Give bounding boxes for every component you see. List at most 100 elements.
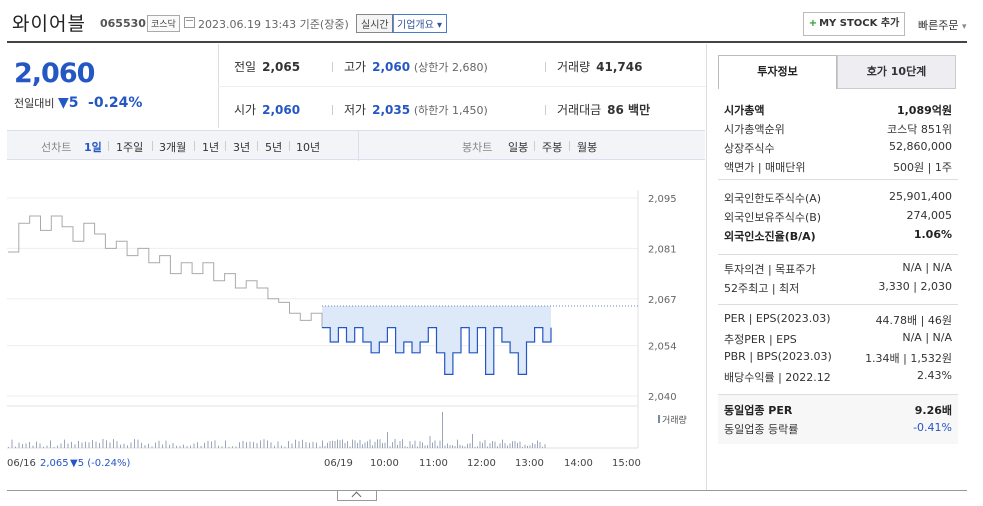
volume-legend-swatch: [658, 415, 660, 423]
y-axis-labels: 2,095 2,081 2,067 2,054 2,040: [648, 194, 677, 403]
volume-bar: [309, 442, 310, 448]
volume-bar: [479, 441, 481, 448]
volume-bar: [295, 439, 296, 448]
period-tab-10y[interactable]: 10년: [296, 141, 321, 154]
volume-bar: [186, 446, 188, 448]
volume-bar: [497, 446, 498, 448]
candle-tab-daily[interactable]: 일봉: [508, 141, 529, 154]
volume-bar: [214, 440, 216, 448]
high-label: 고가: [344, 60, 367, 74]
volume-bar: [464, 446, 466, 448]
chevron-down-icon: ▾: [437, 20, 443, 31]
change-label: 전일대비: [14, 97, 55, 110]
volume-bar: [183, 444, 184, 448]
volume-bar: [218, 445, 219, 448]
tab-underline: [837, 88, 956, 89]
tab-group-divider: [358, 131, 359, 161]
volume-bar: [399, 440, 401, 448]
volume-bar: [542, 446, 543, 448]
volume-bar: [32, 445, 34, 448]
volume-bar: [384, 442, 386, 448]
period-tab-1d[interactable]: 1일: [84, 141, 102, 154]
volume-bar: [172, 442, 174, 448]
tab-separator: [108, 141, 109, 151]
volume-bar: [274, 445, 275, 448]
tab-investment-info[interactable]: 투자정보: [718, 55, 837, 89]
volume-bar: [452, 445, 453, 448]
volume-bar: [239, 442, 240, 448]
current-price: 2,060: [14, 58, 95, 89]
chart-grid: [7, 190, 639, 449]
info-row-label: 투자의견 | 목표주가: [724, 263, 816, 276]
volume-bar: [354, 440, 356, 448]
candle-tab-weekly[interactable]: 주봉: [542, 141, 563, 154]
volume-bar: [372, 445, 373, 448]
legend-prev-date: 06/16: [7, 458, 36, 469]
volume-bar: [532, 442, 533, 448]
volume-bar: [437, 445, 438, 448]
info-section-foreign: 외국인한도주식수(A) 25,901,400 외국인보유주식수(B) 274,005 외…: [718, 179, 958, 249]
info-row-label: 배당수익률 | 2022.12: [724, 371, 831, 384]
volume-bar: [50, 440, 51, 448]
info-row: 외국인소진율(B/A) 1.06%: [724, 228, 952, 244]
low-label: 저가: [344, 103, 367, 117]
volume-bar: [449, 445, 451, 448]
info-row: 시가총액 1,089억원: [724, 102, 952, 118]
volume-bar: [407, 446, 408, 448]
price-chart: 2,095 2,081 2,067 2,054 2,040 06/19 10:00 11:0…: [7, 190, 687, 469]
volume-bar: [106, 440, 107, 448]
y-tick-label: 2,081: [648, 244, 677, 255]
volume-bar: [502, 439, 503, 448]
company-info-dropdown[interactable]: 기업개요 ▾: [392, 14, 448, 33]
live-button[interactable]: 실시간: [356, 14, 394, 33]
volume-bar: [197, 442, 198, 448]
my-stock-add-button[interactable]: + MY STOCK 추가: [803, 12, 905, 36]
volume-bar: [302, 439, 303, 448]
volume-bar: [102, 439, 104, 448]
volume-bar: [74, 444, 76, 448]
volume-bar: [88, 442, 90, 448]
info-row-label: 상장주식수: [724, 142, 775, 155]
volume-bar: [344, 442, 346, 448]
tab-orderbook-10[interactable]: 호가 10단계: [837, 55, 956, 89]
period-tab-5y[interactable]: 5년: [265, 141, 283, 154]
period-tab-3y[interactable]: 3년: [233, 141, 251, 154]
volume-bar: [529, 445, 531, 448]
volume-bar: [394, 439, 396, 448]
info-row: 외국인한도주식수(A) 25,901,400: [724, 190, 952, 206]
volume-bar: [200, 445, 202, 448]
volume-bar: [474, 446, 476, 448]
info-row-value: N/A | N/A: [902, 331, 952, 344]
volume-bar: [277, 441, 279, 448]
candle-chart-label: 봉차트: [462, 141, 493, 154]
period-tab-3m[interactable]: 3개월: [159, 141, 187, 154]
volume-bar: [539, 442, 541, 448]
volume-bar: [263, 439, 265, 448]
period-tab-1w[interactable]: 1주일: [116, 141, 144, 154]
volume-bar: [494, 441, 496, 448]
volume-bar: [524, 444, 526, 448]
volume-bar: [298, 441, 300, 448]
volume-bar: [232, 446, 233, 448]
info-row-label: 외국인보유주식수(B): [724, 211, 822, 224]
volume-bar: [225, 440, 226, 448]
volume-bar: [39, 443, 41, 448]
quick-order-button[interactable]: 빠른주문 ▾: [918, 17, 967, 33]
open-stat: 시가 2,060: [234, 101, 300, 118]
volume-bar: [18, 442, 20, 448]
info-row-label: 시가총액순위: [724, 123, 785, 136]
info-row-value: -0.41%: [913, 421, 952, 434]
volume-bar: [334, 440, 336, 448]
info-row-value: 9.26배: [914, 404, 952, 417]
stat-separator: [545, 62, 546, 72]
candle-tab-monthly[interactable]: 월봉: [577, 141, 598, 154]
volume-bar: [447, 443, 448, 448]
period-tab-1y[interactable]: 1년: [202, 141, 220, 154]
volume-bar: [379, 439, 381, 448]
volume-bar: [454, 445, 456, 448]
tab-separator: [152, 141, 153, 151]
volume-bar: [429, 436, 431, 448]
legend-prev-change: ▼5 (-0.24%): [70, 458, 131, 469]
info-row-label: 동일업종 등락률: [724, 423, 799, 436]
collapse-toggle-button[interactable]: [337, 491, 377, 501]
